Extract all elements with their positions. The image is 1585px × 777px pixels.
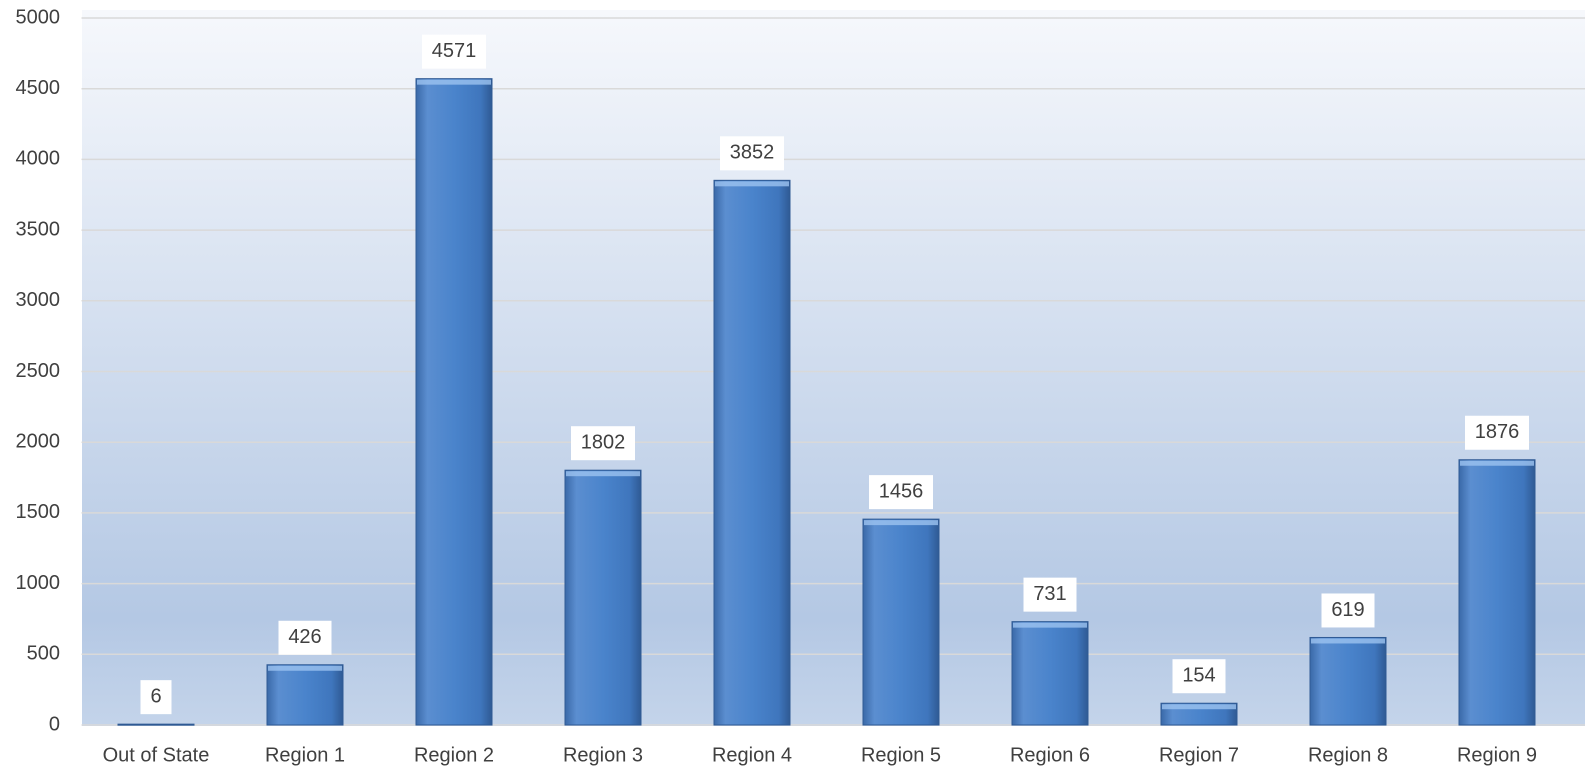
bar-bevel [1162,704,1236,710]
bar [1458,459,1536,726]
data-label-box [720,136,784,171]
bar [564,469,642,726]
y-tick-label: 3500 [16,218,61,240]
bar [415,78,493,726]
data-label: 6 [150,685,161,707]
x-tick-label: Region 2 [414,744,494,766]
x-tick-label: Region 1 [265,744,345,766]
data-label: 1802 [581,431,626,453]
y-tick-label: 0 [49,713,60,735]
bar [266,664,344,726]
bar [713,179,791,726]
x-tick-label: Out of State [103,744,210,766]
bar-bevel [864,520,938,526]
data-label: 3852 [730,142,775,164]
y-tick-label: 3000 [16,289,61,311]
bar [1309,636,1387,726]
x-tick-label: Region 3 [563,744,643,766]
x-tick-label: Region 4 [712,744,792,766]
data-label-box [1023,577,1077,612]
x-tick-label: Region 8 [1308,744,1388,766]
data-label-box [1321,593,1375,628]
bar-bevel [1311,638,1385,644]
bar-bevel [566,471,640,477]
data-label-box [278,620,332,655]
bar-bevel [417,79,491,85]
bar-bevel [268,665,342,671]
data-label-box [1172,659,1226,694]
y-tick-label: 1000 [16,572,61,594]
data-label: 619 [1331,599,1364,621]
x-tick-label: Region 5 [861,744,941,766]
bar [117,723,195,726]
data-label-box [1465,415,1529,450]
bar [862,518,940,726]
bar-bevel [1013,622,1087,628]
x-tick-label: Region 9 [1457,744,1537,766]
y-tick-label: 4500 [16,77,61,99]
data-label-box [869,475,933,510]
data-label: 1876 [1475,421,1520,443]
x-tick-label: Region 7 [1159,744,1239,766]
bar [1011,621,1089,726]
data-label-box [140,680,172,715]
y-tick-label: 1500 [16,501,61,523]
y-tick-label: 500 [27,643,60,665]
data-label-box [571,426,635,461]
data-label: 154 [1182,665,1215,687]
x-tick-label: Region 6 [1010,744,1090,766]
y-tick-label: 5000 [16,6,61,28]
data-label-box [422,34,486,69]
data-label: 1456 [879,480,924,502]
y-tick-label: 4000 [16,148,61,170]
y-tick-label: 2000 [16,430,61,452]
y-tick-label: 2500 [16,360,61,382]
data-label: 731 [1033,583,1066,605]
bar-bevel [715,181,789,187]
data-label: 426 [288,626,321,648]
data-label: 4571 [432,40,477,62]
bar-bevel [1460,460,1534,466]
